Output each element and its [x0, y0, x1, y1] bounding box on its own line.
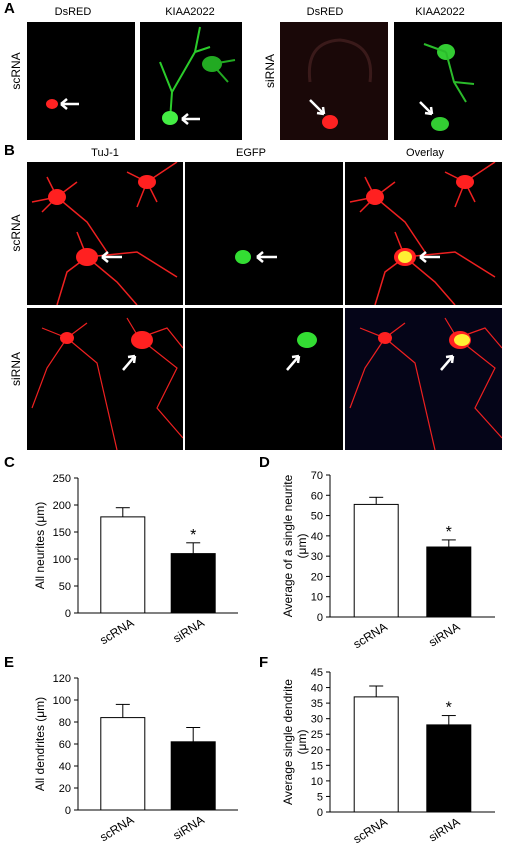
panel-letter-e: E — [4, 654, 14, 671]
y-tick-label: 20 — [59, 783, 71, 795]
y-tick-label: 10 — [311, 776, 323, 788]
panel-letter-f: F — [259, 654, 268, 671]
panel-a-row-scrna: scRNA — [9, 52, 23, 90]
micrograph-a-sirna-dsred — [280, 22, 388, 140]
y-tick-label: 120 — [53, 673, 71, 685]
bar-sirna — [170, 553, 216, 614]
micrograph-a-scrna-kiaa — [140, 22, 242, 140]
panel-a-col-kiaa-1: KIAA2022 — [165, 6, 215, 18]
significance-star: * — [446, 700, 452, 717]
y-axis-label-unit: (μm) — [295, 730, 309, 755]
category-label: siRNA — [426, 815, 462, 845]
micrograph-b-scrna-egfp — [185, 162, 343, 305]
bar-sirna — [426, 546, 472, 618]
y-tick-label: 60 — [311, 490, 323, 502]
y-tick-label: 200 — [53, 500, 71, 512]
micrograph-b-sirna-overlay — [345, 308, 502, 450]
bar-sirna — [426, 724, 472, 813]
y-tick-label: 5 — [317, 791, 323, 803]
y-axis-label: Average single dendrite — [281, 679, 295, 805]
category-label: scRNA — [97, 813, 136, 845]
panel-b-row-scrna: scRNA — [9, 214, 23, 252]
micrograph-b-sirna-tuj1 — [27, 308, 183, 450]
y-axis-label: All neurites (μm) — [33, 502, 47, 590]
y-tick-label: 20 — [311, 745, 323, 757]
y-tick-label: 40 — [311, 683, 323, 695]
y-tick-label: 150 — [53, 527, 71, 539]
significance-star: * — [190, 527, 196, 544]
chart-c: C 0 50 100 150 200 250 All neurites (μm) scRNA * s… — [0, 454, 250, 655]
y-tick-label: 25 — [311, 729, 323, 741]
y-tick-label: 15 — [311, 760, 323, 772]
category-label: scRNA — [97, 616, 136, 648]
y-axis-label: All dendrites (μm) — [33, 697, 47, 791]
y-tick-label: 45 — [311, 667, 323, 679]
y-tick-label: 0 — [65, 805, 71, 817]
y-tick-label: 35 — [311, 698, 323, 710]
panel-a-letter: A — [4, 0, 15, 17]
panel-a-col-kiaa-2: KIAA2022 — [415, 6, 465, 18]
y-tick-label: 30 — [311, 714, 323, 726]
panel-letter-d: D — [259, 454, 270, 471]
y-tick-label: 0 — [317, 807, 323, 819]
panel-b-col-overlay: Overlay — [406, 147, 444, 159]
y-tick-label: 40 — [59, 761, 71, 773]
y-axis-label-unit: (μm) — [295, 534, 309, 559]
y-tick-label: 20 — [311, 571, 323, 583]
panel-b-col-egfp: EGFP — [236, 147, 266, 159]
panel-a-col-dsred-1: DsRED — [54, 6, 92, 18]
y-tick-label: 10 — [311, 592, 323, 604]
bar-sirna — [170, 741, 216, 811]
panel-b-letter: B — [4, 142, 15, 159]
micrograph-b-scrna-overlay — [345, 162, 502, 305]
category-label: siRNA — [171, 616, 207, 646]
chart-f: F 0 5 10 15 20 25 30 35 40 45 Average single dendri… — [255, 654, 505, 850]
category-label: scRNA — [351, 815, 390, 847]
bar-scrna — [100, 717, 146, 811]
panel-letter-c: C — [4, 454, 15, 471]
y-tick-label: 0 — [65, 608, 71, 620]
y-tick-label: 100 — [53, 695, 71, 707]
y-tick-label: 70 — [311, 470, 323, 482]
y-tick-label: 50 — [311, 511, 323, 523]
panel-b-col-tuj1: TuJ-1 — [91, 147, 119, 159]
significance-star: * — [446, 524, 452, 541]
micrograph-a-sirna-kiaa — [394, 22, 502, 140]
y-tick-label: 50 — [59, 581, 71, 593]
y-tick-label: 30 — [311, 551, 323, 563]
micrograph-a-scrna-dsred — [27, 22, 135, 140]
y-tick-label: 40 — [311, 531, 323, 543]
category-label: scRNA — [351, 620, 390, 652]
chart-e: E 0 20 40 60 80 100 120 All dendrites (μm) scRNA s… — [0, 654, 250, 850]
y-tick-label: 100 — [53, 554, 71, 566]
panel-b-row-sirna: siRNA — [9, 352, 23, 387]
bar-scrna — [353, 696, 399, 813]
y-tick-label: 80 — [59, 717, 71, 729]
micrograph-b-sirna-egfp — [185, 308, 343, 450]
panel-a-row-sirna: siRNA — [263, 54, 277, 89]
y-axis-label: Average of a single neurite — [281, 474, 295, 617]
panel-a-col-dsred-2: DsRED — [306, 6, 344, 18]
y-tick-label: 60 — [59, 739, 71, 751]
y-tick-label: 0 — [317, 612, 323, 624]
bar-scrna — [100, 516, 146, 614]
micrograph-b-scrna-tuj1 — [27, 162, 183, 305]
category-label: siRNA — [426, 620, 462, 650]
bar-scrna — [353, 503, 399, 618]
chart-d: D 0 10 20 30 40 50 60 70 Average of a single neur… — [255, 454, 505, 655]
category-label: siRNA — [171, 813, 207, 843]
y-tick-label: 250 — [53, 473, 71, 485]
